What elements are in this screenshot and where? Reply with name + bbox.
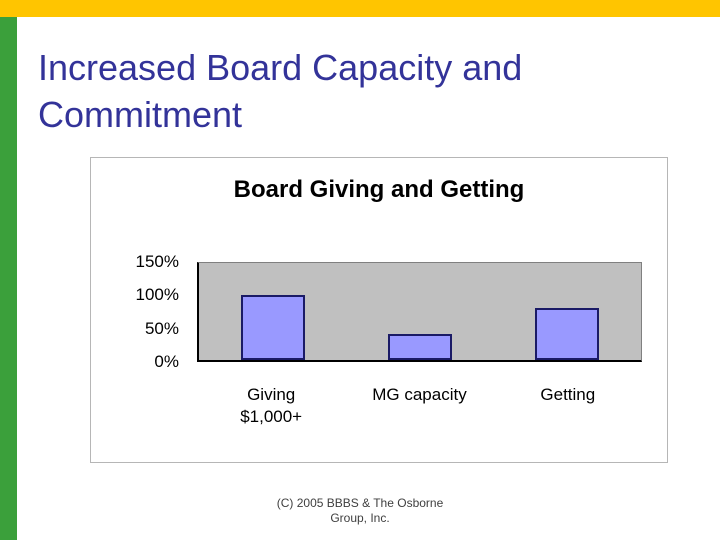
footer: (C) 2005 BBBS & The Osborne Group, Inc. [0, 496, 720, 526]
y-tick-label: 100% [135, 285, 179, 305]
y-axis-labels: 150% 100% 50% 0% [91, 252, 187, 371]
x-axis-label: Giving $1,000+ [240, 385, 303, 426]
slide-title-line2: Commitment [38, 94, 243, 136]
footer-line2: Group, Inc. [330, 511, 390, 525]
footer-line1: (C) 2005 BBBS & The Osborne [276, 496, 444, 510]
top-accent-bar [0, 0, 720, 17]
bar-slot [346, 263, 493, 360]
y-tick-label: 150% [135, 252, 179, 271]
chart-title: Board Giving and Getting [233, 176, 525, 203]
chart-frame: Board Giving and Getting 150% 100% 50% 0% G… [90, 157, 668, 463]
plot-area [197, 262, 642, 362]
x-axis-labels: Giving $1,000+ MG capacity Getting [197, 384, 642, 428]
x-axis-label: Getting [540, 385, 596, 404]
y-tick-label: 0% [154, 352, 179, 371]
bar [387, 334, 452, 360]
left-accent-bar [0, 17, 17, 540]
slide-title-line1: Increased Board Capacity and [38, 47, 523, 89]
bar-slot [494, 263, 641, 360]
slide-title: Increased Board Capacity and Commitment [38, 44, 698, 138]
bar-slot [199, 263, 346, 360]
bar [535, 308, 600, 360]
y-tick-label: 50% [144, 318, 179, 338]
bar [240, 295, 305, 360]
x-axis-label: MG capacity [372, 385, 467, 404]
